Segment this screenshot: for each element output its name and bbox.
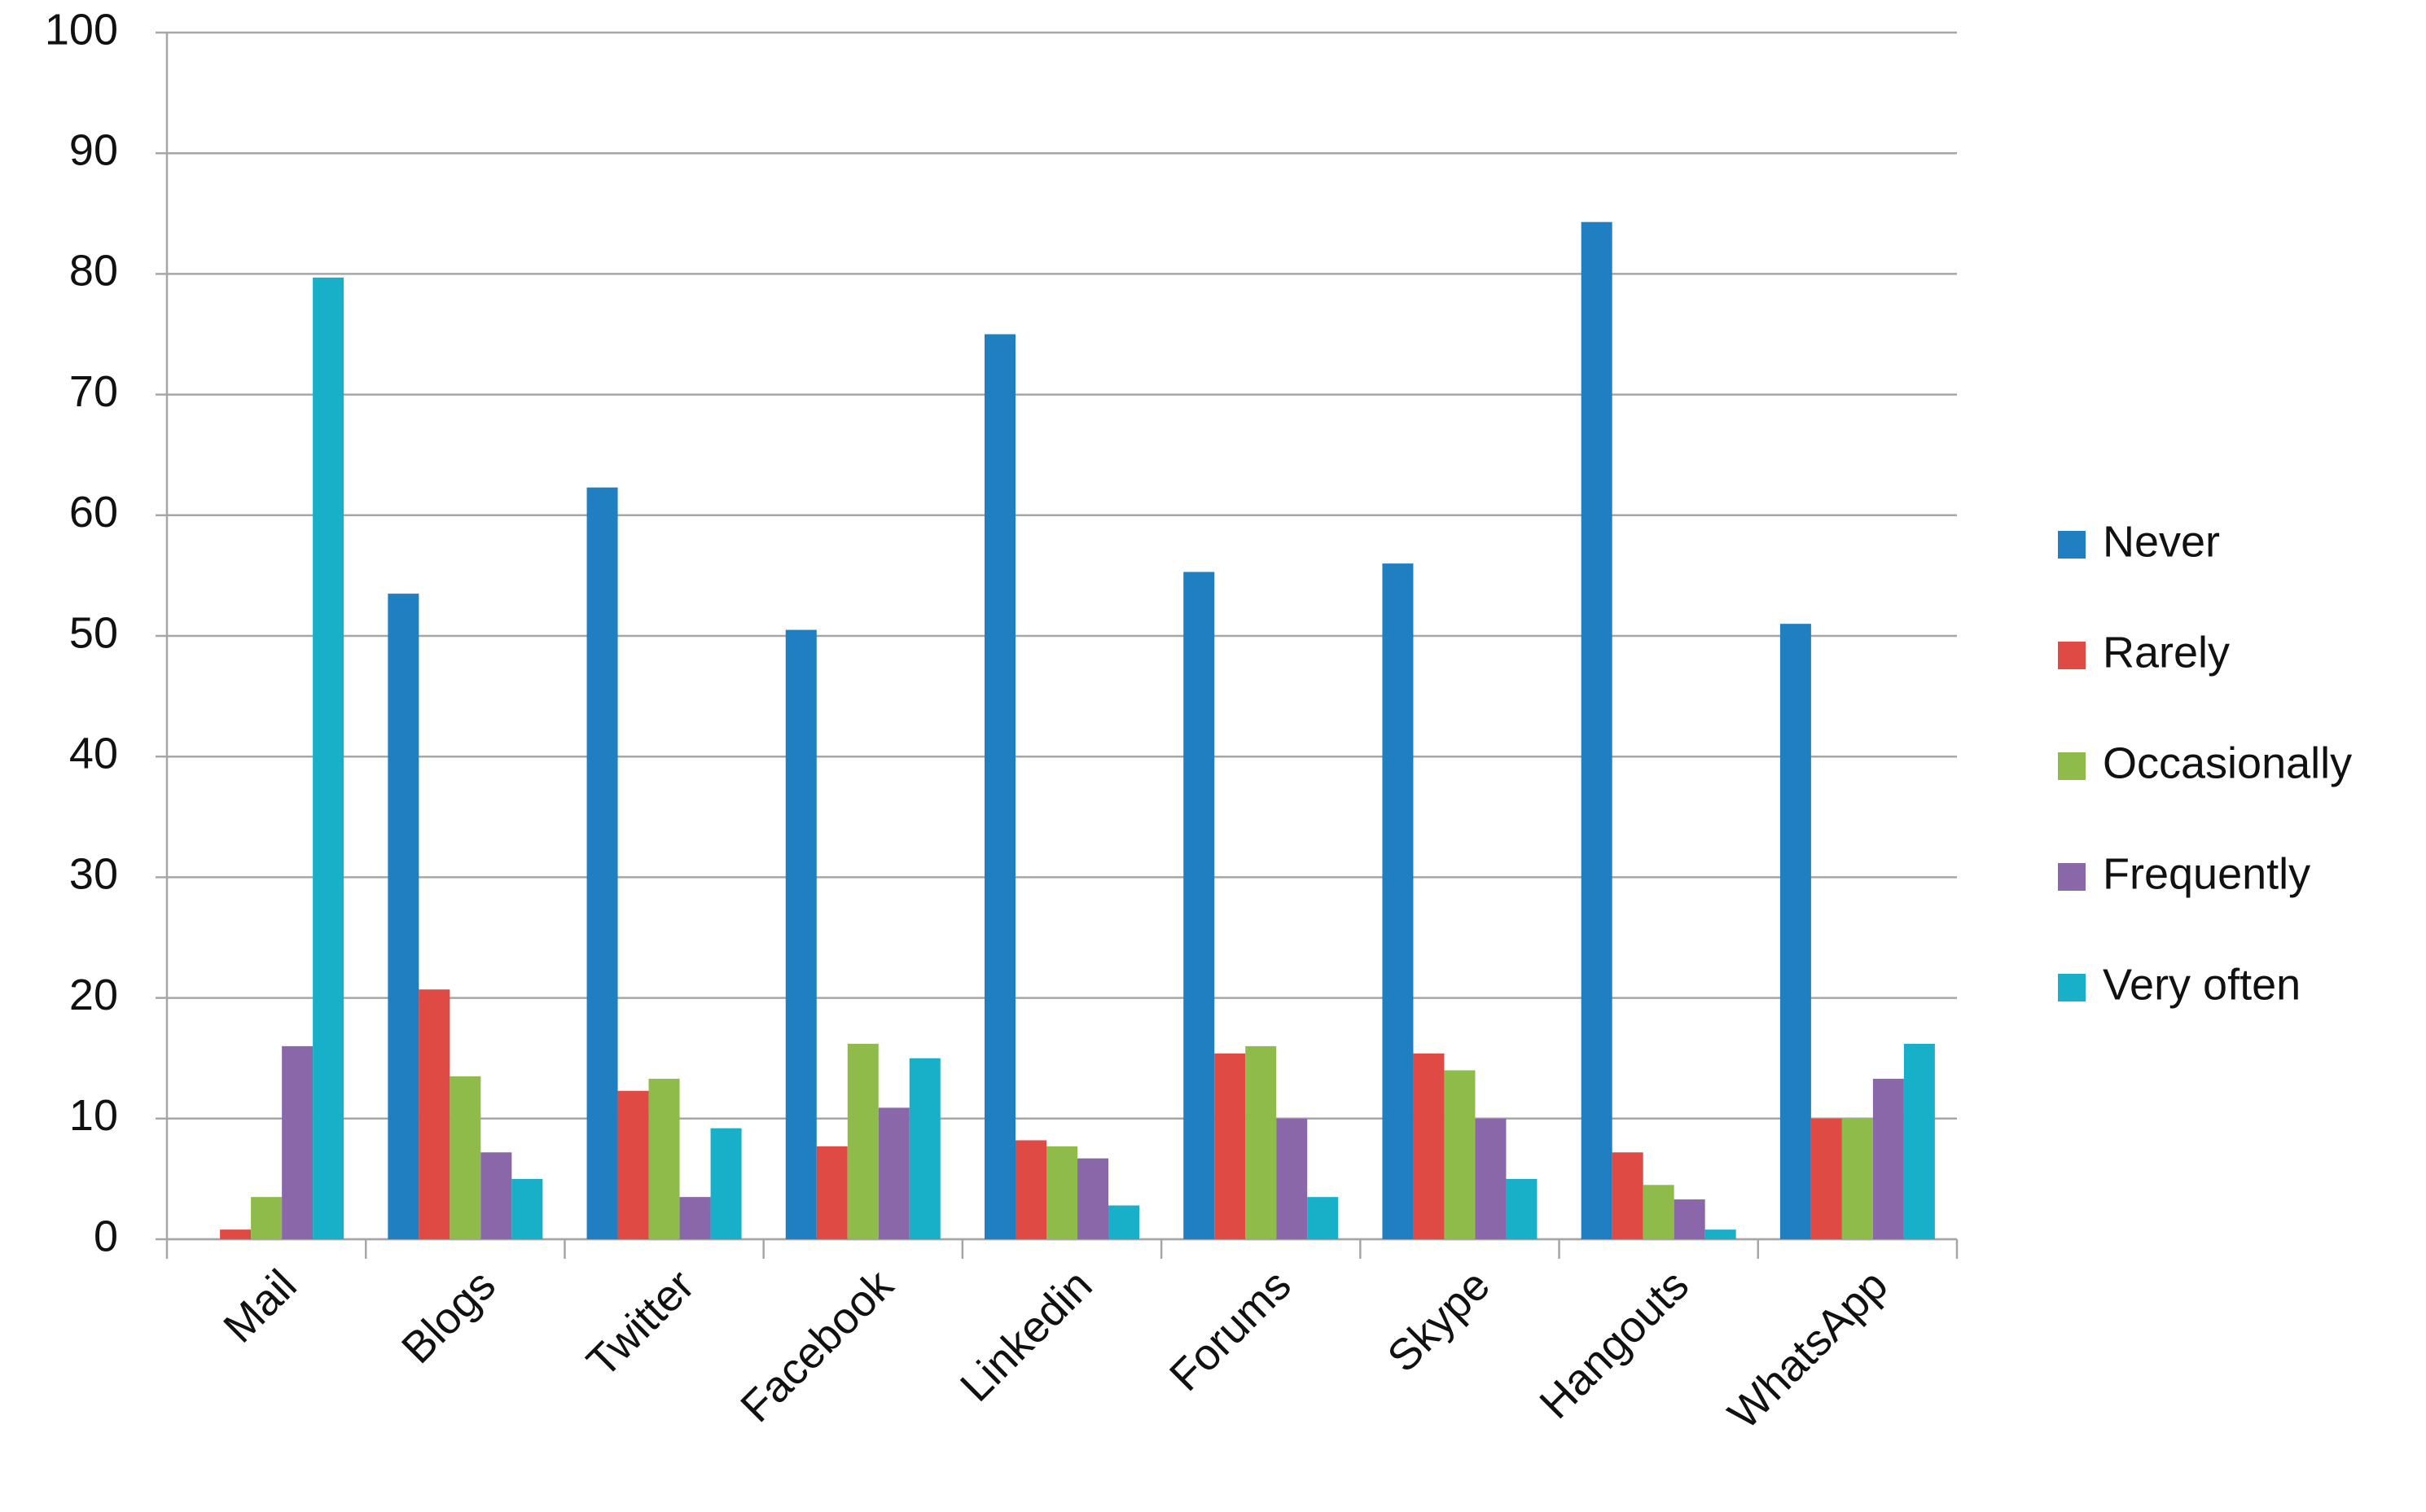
bar: [878, 1107, 910, 1239]
legend-swatch: [2058, 974, 2086, 1001]
y-tick-label: 30: [69, 850, 118, 899]
bar: [617, 1090, 649, 1239]
bar: [816, 1146, 848, 1239]
bar: [1077, 1158, 1108, 1239]
bar: [1581, 221, 1612, 1239]
x-tick-label: Skype: [1378, 1260, 1499, 1382]
legend-label: Occasionally: [2103, 738, 2352, 787]
x-tick-label: Mail: [214, 1260, 305, 1352]
y-tick-label: 40: [69, 729, 118, 778]
y-tick-label: 10: [69, 1091, 118, 1140]
bar: [1046, 1146, 1077, 1239]
bar: [1779, 624, 1811, 1239]
bar: [1108, 1205, 1139, 1239]
bar: [1307, 1197, 1339, 1239]
bar: [450, 1076, 481, 1239]
bar: [985, 334, 1016, 1239]
x-tick-label: Forums: [1160, 1260, 1301, 1400]
bar: [1016, 1140, 1046, 1239]
legend-swatch: [2058, 863, 2086, 891]
bar: [282, 1045, 314, 1239]
bar: [648, 1078, 680, 1239]
x-tick-label: Linkedin: [951, 1260, 1102, 1411]
bar: [586, 487, 618, 1239]
legend-swatch: [2058, 752, 2086, 780]
y-tick-label: 80: [69, 247, 118, 296]
bar: [511, 1178, 543, 1239]
bar: [419, 989, 450, 1239]
bar: [1444, 1070, 1476, 1239]
bar: [710, 1128, 742, 1239]
y-tick-label: 70: [69, 367, 118, 416]
legend-label: Rarely: [2103, 628, 2230, 677]
y-tick-label: 50: [69, 608, 118, 657]
bar: [388, 594, 419, 1239]
bar: [1183, 572, 1215, 1239]
x-tick-label: WhatsApp: [1719, 1260, 1897, 1439]
bar: [909, 1058, 941, 1239]
bar: [1903, 1043, 1935, 1239]
bar: [251, 1197, 283, 1239]
bar: [679, 1197, 711, 1239]
bar: [1810, 1118, 1842, 1239]
bar: [1382, 563, 1414, 1239]
bar: [220, 1229, 252, 1239]
bar: [1214, 1053, 1246, 1239]
y-tick-label: 0: [94, 1212, 118, 1260]
bar: [1413, 1053, 1445, 1239]
y-tick-label: 90: [69, 125, 118, 174]
bar: [1643, 1185, 1674, 1239]
y-tick-label: 60: [69, 488, 118, 537]
bar: [1612, 1152, 1643, 1239]
legend-swatch: [2058, 531, 2086, 559]
x-tick-label: Facebook: [731, 1260, 903, 1431]
legend-label: Never: [2103, 517, 2220, 566]
x-tick-label: Blogs: [393, 1260, 505, 1373]
bar: [1276, 1118, 1308, 1239]
y-tick-label: 100: [45, 5, 118, 54]
x-tick-label: Hangouts: [1530, 1260, 1698, 1428]
legend-label: Very often: [2103, 960, 2301, 1009]
bar: [1841, 1118, 1873, 1239]
bar: [313, 277, 344, 1240]
bar: [785, 629, 817, 1239]
bar: [1506, 1178, 1538, 1239]
x-tick-label: Twitter: [577, 1260, 704, 1387]
bar: [1475, 1118, 1507, 1239]
legend-label: Frequently: [2103, 849, 2310, 898]
bar: [1872, 1078, 1904, 1239]
bar: [1704, 1229, 1736, 1239]
bar: [1674, 1199, 1705, 1239]
y-tick-label: 20: [69, 971, 118, 1019]
bar: [1245, 1045, 1277, 1239]
legend-swatch: [2058, 642, 2086, 669]
bar: [847, 1043, 879, 1239]
bar: [480, 1152, 512, 1239]
